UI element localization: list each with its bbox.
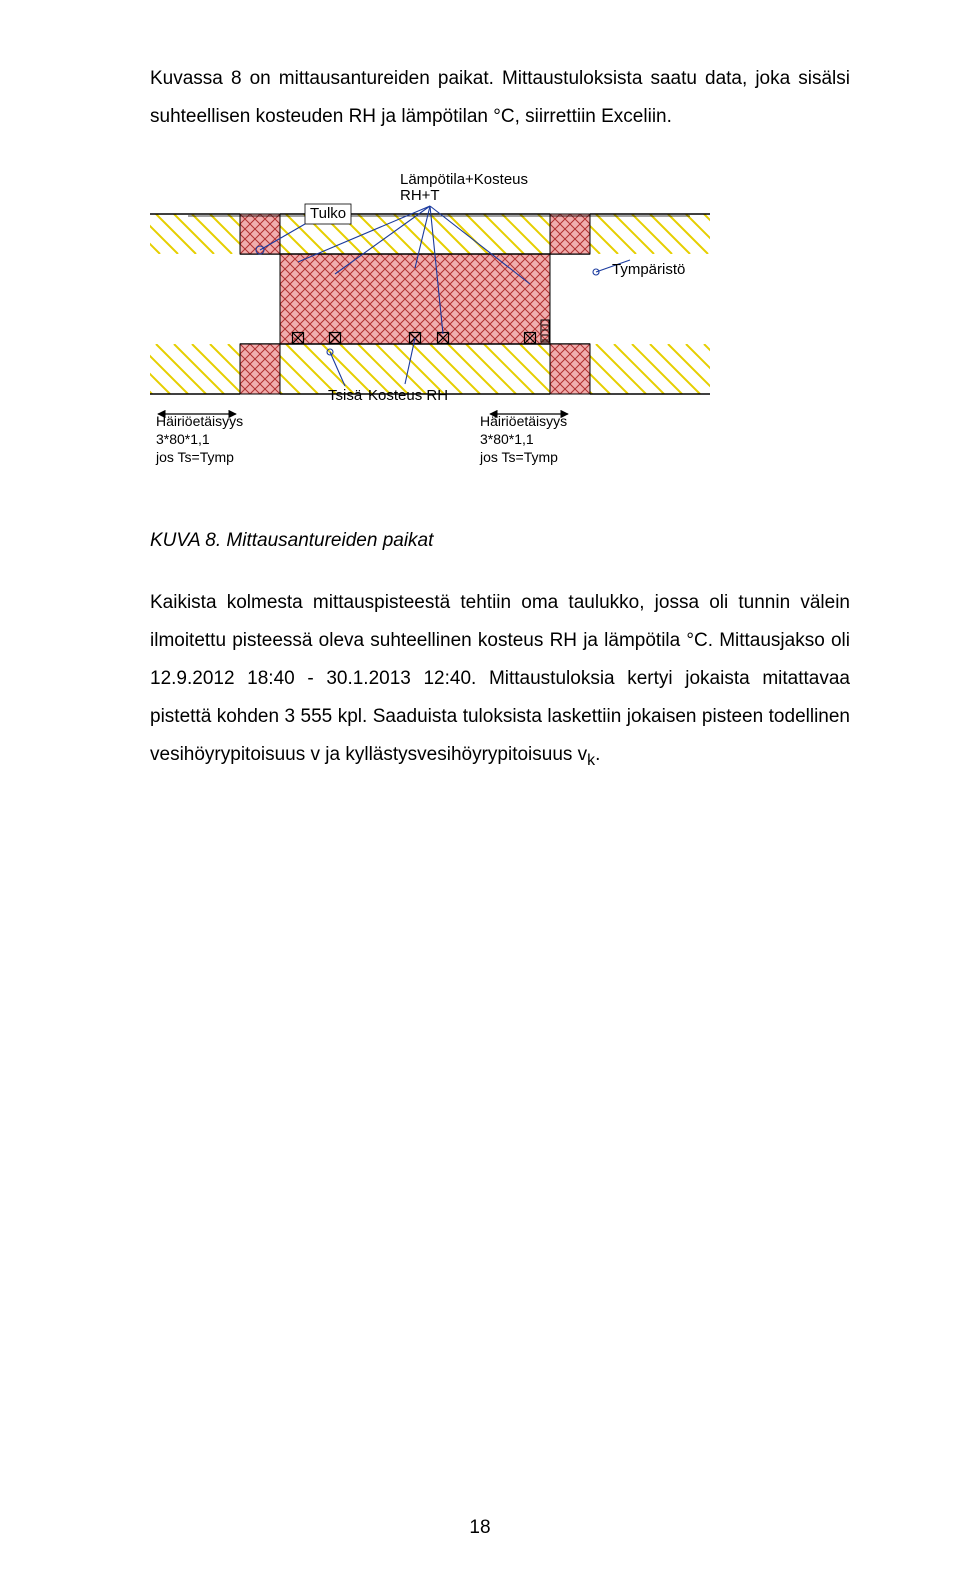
paragraph-2-tail: . <box>595 744 600 765</box>
svg-text:Häiriöetäisyys: Häiriöetäisyys <box>480 413 567 429</box>
svg-text:Lämpötila+Kosteus: Lämpötila+Kosteus <box>400 171 528 188</box>
sensor-diagram: Tulko Lämpötila+KosteusRH+T Tympäristö Tsis… <box>150 164 710 504</box>
svg-text:Tsisä: Tsisä <box>328 387 363 404</box>
paragraph-1: Kuvassa 8 on mittausantureiden paikat. M… <box>150 60 850 136</box>
svg-text:Tympäristö: Tympäristö <box>612 261 685 278</box>
svg-text:Häiriöetäisyys: Häiriöetäisyys <box>156 413 243 429</box>
svg-text:jos Ts=Tymp: jos Ts=Tymp <box>155 449 234 465</box>
svg-text:3*80*1,1: 3*80*1,1 <box>480 431 534 447</box>
paragraph-2-main: Kaikista kolmesta mittauspisteestä tehti… <box>150 592 850 765</box>
svg-text:RH+T: RH+T <box>400 187 440 204</box>
svg-text:3*80*1,1: 3*80*1,1 <box>156 431 210 447</box>
page-number: 18 <box>0 1517 960 1539</box>
svg-text:Kosteus RH: Kosteus RH <box>368 387 448 404</box>
paragraph-2: Kaikista kolmesta mittauspisteestä tehti… <box>150 584 850 776</box>
svg-text:Tulko: Tulko <box>310 205 346 222</box>
svg-text:jos Ts=Tymp: jos Ts=Tymp <box>479 449 558 465</box>
figure-caption: KUVA 8. Mittausantureiden paikat <box>150 522 850 560</box>
paragraph-2-sub: k <box>587 752 595 769</box>
